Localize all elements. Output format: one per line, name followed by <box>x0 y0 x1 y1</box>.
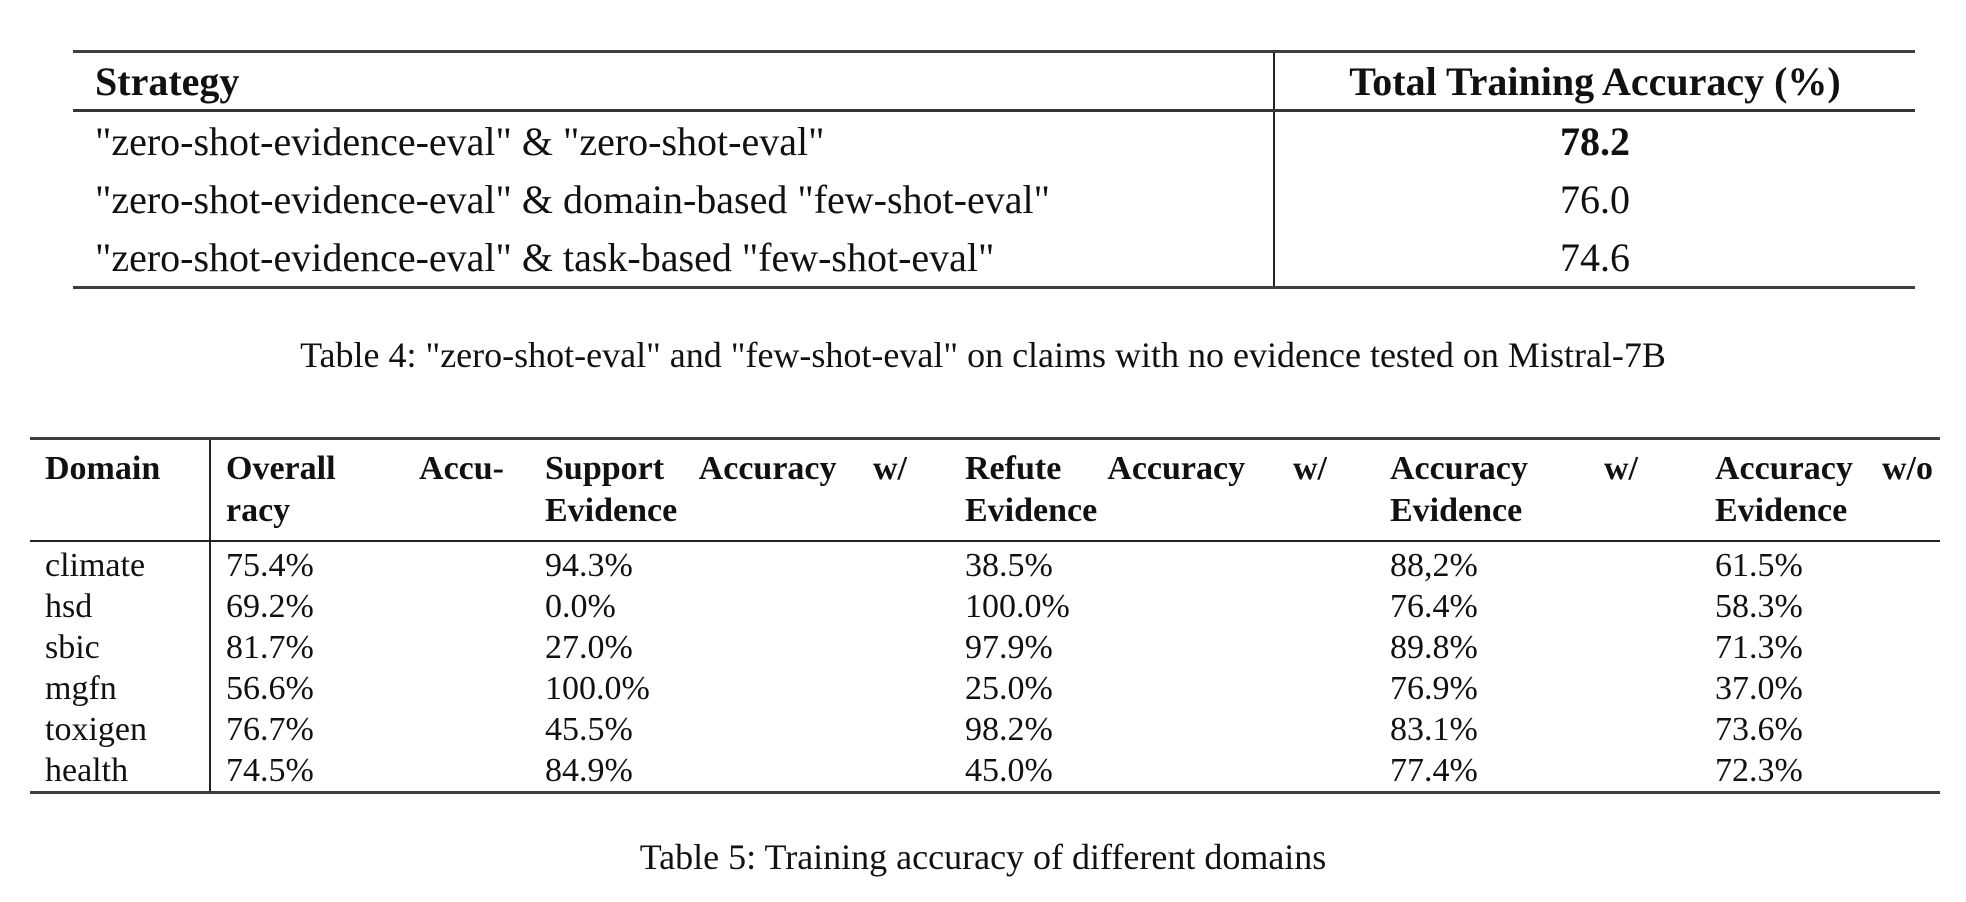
table-row-hsd: hsd 69.2% 0.0% 100.0% 76.4% 58.3% <box>30 586 1940 627</box>
refute-accuracy-cell: 98.2% <box>965 711 1053 748</box>
table-row-toxigen: toxigen 76.7% 45.5% 98.2% 83.1% 73.6% <box>30 709 1940 750</box>
header-line: Domain <box>45 450 161 487</box>
table-row: "zero-shot-evidence-eval" & task-based "… <box>73 228 1915 288</box>
refute-accuracy-cell: 97.9% <box>965 629 1053 666</box>
table-row: "zero-shot-evidence-eval" & "zero-shot-e… <box>73 110 1915 170</box>
table-row-climate: climate 75.4% 94.3% 38.5% 88,2% 61.5% <box>30 541 1940 586</box>
accuracy-cell: 76.0 <box>1273 170 1915 228</box>
support-accuracy-cell: 27.0% <box>545 629 633 666</box>
accuracy-cell: 74.6 <box>1273 228 1915 288</box>
accuracy-wo-evidence-cell: 37.0% <box>1715 670 1803 707</box>
strategy-cell: "zero-shot-evidence-eval" & domain-based… <box>95 176 1050 222</box>
column-header-support-accuracy-w-evidence: Support Accuracy w/ Evidence <box>530 438 950 542</box>
overall-accuracy-cell: 74.5% <box>226 752 314 789</box>
accuracy-w-evidence-cell: 76.4% <box>1390 588 1478 625</box>
column-header-refute-accuracy-w-evidence: Refute Accuracy w/ Evidence <box>950 438 1375 542</box>
table-row-sbic: sbic 81.7% 27.0% 97.9% 89.8% 71.3% <box>30 627 1940 668</box>
accuracy-wo-evidence-cell: 71.3% <box>1715 629 1803 666</box>
refute-accuracy-cell: 25.0% <box>965 670 1053 707</box>
domain-cell: hsd <box>30 586 211 627</box>
accuracy-w-evidence-cell: 76.9% <box>1390 670 1478 707</box>
accuracy-wo-evidence-cell: 61.5% <box>1715 547 1803 584</box>
refute-accuracy-cell: 45.0% <box>965 752 1053 789</box>
table-5-header-row: Domain Overall Accu- racy Support Accura… <box>30 438 1940 542</box>
header-line: Evidence <box>1715 492 1848 529</box>
accuracy-wo-evidence-cell: 58.3% <box>1715 588 1803 625</box>
table-4-header-row: Strategy Total Training Accuracy (%) <box>73 51 1915 112</box>
support-accuracy-cell: 84.9% <box>545 752 633 789</box>
accuracy-cell: 78.2 <box>1273 110 1915 170</box>
overall-accuracy-cell: 75.4% <box>226 547 314 584</box>
support-accuracy-cell: 0.0% <box>545 588 616 625</box>
accuracy-w-evidence-cell: 77.4% <box>1390 752 1478 789</box>
domain-cell: climate <box>30 541 211 586</box>
column-header-accuracy-wo-evidence: Accuracy w/o Evidence <box>1700 438 1940 542</box>
header-line: racy <box>226 492 291 529</box>
table-row-health: health 74.5% 84.9% 45.0% 77.4% 72.3% <box>30 750 1940 793</box>
domain-cell: toxigen <box>30 709 211 750</box>
table-row: "zero-shot-evidence-eval" & domain-based… <box>73 170 1915 228</box>
domain-cell: mgfn <box>30 668 211 709</box>
strategy-cell: "zero-shot-evidence-eval" & "zero-shot-e… <box>95 118 825 164</box>
header-line: Evidence <box>965 492 1098 529</box>
accuracy-w-evidence-cell: 88,2% <box>1390 547 1478 584</box>
support-accuracy-cell: 45.5% <box>545 711 633 748</box>
support-accuracy-cell: 94.3% <box>545 547 633 584</box>
overall-accuracy-cell: 76.7% <box>226 711 314 748</box>
header-line: Support Accuracy w/ <box>545 450 907 487</box>
column-header-accuracy-w-evidence: Accuracy w/ Evidence <box>1375 438 1700 542</box>
refute-accuracy-cell: 100.0% <box>965 588 1070 625</box>
table-5-domain-accuracy: Domain Overall Accu- racy Support Accura… <box>30 437 1940 794</box>
support-accuracy-cell: 100.0% <box>545 670 650 707</box>
header-line: Accuracy w/o <box>1715 450 1933 487</box>
table-4-strategy-accuracy: Strategy Total Training Accuracy (%) "ze… <box>73 50 1915 289</box>
overall-accuracy-cell: 56.6% <box>226 670 314 707</box>
accuracy-wo-evidence-cell: 73.6% <box>1715 711 1803 748</box>
refute-accuracy-cell: 38.5% <box>965 547 1053 584</box>
header-line: Evidence <box>1390 492 1523 529</box>
overall-accuracy-cell: 81.7% <box>226 629 314 666</box>
column-header-strategy: Strategy <box>73 51 1274 112</box>
domain-cell: health <box>30 750 211 793</box>
strategy-cell: "zero-shot-evidence-eval" & task-based "… <box>95 234 995 280</box>
header-line: Overall Accu- <box>226 450 504 487</box>
header-line: Accuracy w/ <box>1390 450 1638 487</box>
overall-accuracy-cell: 69.2% <box>226 588 314 625</box>
column-header-domain: Domain <box>30 438 211 542</box>
column-header-overall-accuracy: Overall Accu- racy <box>210 438 530 542</box>
header-line: Refute Accuracy w/ <box>965 450 1327 487</box>
accuracy-wo-evidence-cell: 72.3% <box>1715 752 1803 789</box>
table-row-mgfn: mgfn 56.6% 100.0% 25.0% 76.9% 37.0% <box>30 668 1940 709</box>
domain-cell: sbic <box>30 627 211 668</box>
table-5-caption: Table 5: Training accuracy of different … <box>639 837 1327 877</box>
column-header-total-training-accuracy: Total Training Accuracy (%) <box>1273 51 1915 112</box>
accuracy-w-evidence-cell: 89.8% <box>1390 629 1478 666</box>
accuracy-w-evidence-cell: 83.1% <box>1390 711 1478 748</box>
header-line: Evidence <box>545 492 678 529</box>
table-4-caption: Table 4: "zero-shot-eval" and "few-shot-… <box>300 335 1666 375</box>
